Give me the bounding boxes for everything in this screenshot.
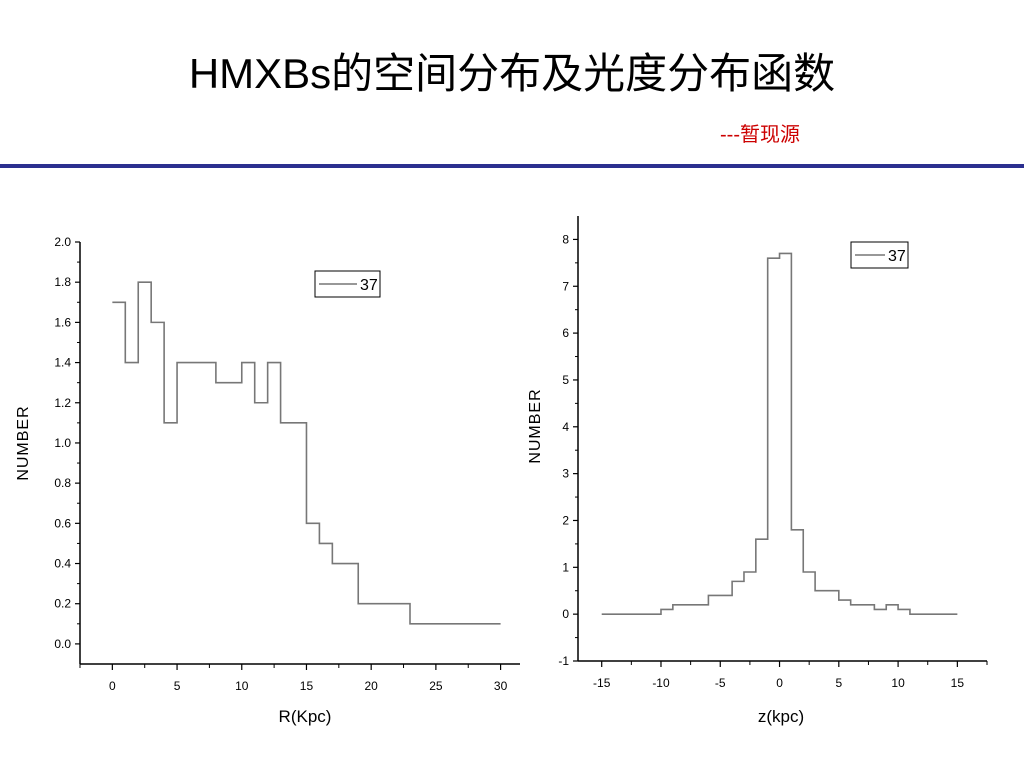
y-tick-label: 4 <box>562 420 569 434</box>
y-tick-label: 1.4 <box>54 356 71 370</box>
x-tick-label: 30 <box>494 679 508 693</box>
x-tick-label: 10 <box>235 679 249 693</box>
y-tick-label: 0.8 <box>54 476 71 490</box>
x-tick-label: 15 <box>300 679 314 693</box>
y-tick-label: 0.0 <box>54 637 71 651</box>
y-tick-label: 1.8 <box>54 275 71 289</box>
x-tick-label: 10 <box>891 676 905 690</box>
y-tick-label: 7 <box>562 279 569 293</box>
y-axis-label: NUMBER <box>527 388 544 463</box>
x-tick-label: 5 <box>174 679 181 693</box>
y-tick-label: 1.6 <box>54 315 71 329</box>
series-line <box>601 252 958 615</box>
y-tick-label: 1.2 <box>54 396 71 410</box>
x-tick-label: 5 <box>835 676 842 690</box>
x-tick-label: -5 <box>715 676 726 690</box>
series-line <box>112 281 501 625</box>
y-tick-label: 0.6 <box>54 516 71 530</box>
y-tick-label: 0 <box>562 607 569 621</box>
y-tick-label: 5 <box>562 373 569 387</box>
y-tick-label: 8 <box>562 232 569 246</box>
y-tick-label: 2.0 <box>54 235 71 249</box>
x-tick-label: 0 <box>109 679 116 693</box>
legend-label: 37 <box>888 248 906 265</box>
title-divider <box>0 164 1024 168</box>
y-axis-label: NUMBER <box>15 405 32 480</box>
y-tick-label: 6 <box>562 326 569 340</box>
x-tick-label: -15 <box>593 676 611 690</box>
y-tick-label: 1 <box>562 560 569 574</box>
y-tick-label: -1 <box>558 654 569 668</box>
x-axis-label: R(Kpc) <box>279 707 332 726</box>
x-tick-label: 25 <box>429 679 443 693</box>
y-tick-label: 0.4 <box>54 557 71 571</box>
x-tick-label: -10 <box>652 676 670 690</box>
y-tick-label: 2 <box>562 513 569 527</box>
y-tick-label: 3 <box>562 467 569 481</box>
slide-subtitle: ---暂现源 <box>720 124 800 146</box>
y-tick-label: 0.2 <box>54 597 71 611</box>
x-tick-label: 0 <box>776 676 783 690</box>
legend-label: 37 <box>360 277 378 294</box>
x-tick-label: 20 <box>364 679 378 693</box>
y-tick-label: 1.0 <box>54 436 71 450</box>
x-axis-label: z(kpc) <box>758 707 804 726</box>
x-tick-label: 15 <box>951 676 965 690</box>
slide-title: HMXBs的空间分布及光度分布函数 <box>188 50 836 97</box>
